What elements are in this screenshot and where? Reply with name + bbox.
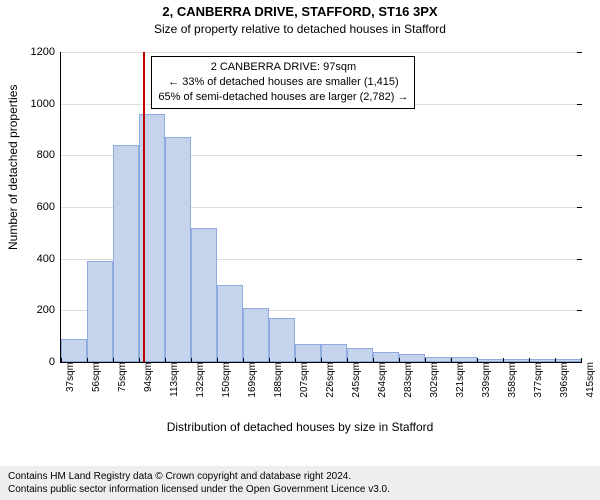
x-tick-label: 132sqm [193, 362, 206, 398]
y-tick-label: 0 [49, 356, 61, 368]
histogram-bar [191, 228, 216, 362]
histogram-bar [113, 145, 138, 362]
y-tick-label: 600 [37, 201, 61, 213]
footer: Contains HM Land Registry data © Crown c… [0, 466, 600, 500]
x-tick-label: 37sqm [63, 362, 76, 392]
histogram-bar [321, 344, 346, 362]
histogram-bar [165, 137, 190, 362]
x-tick-label: 283sqm [401, 362, 414, 398]
y-tick-label: 400 [37, 253, 61, 265]
histogram-bar [243, 308, 268, 362]
histogram-bar [217, 285, 242, 363]
annotation-line: 2 CANBERRA DRIVE: 97sqm [158, 60, 408, 75]
x-tick-label: 207sqm [297, 362, 310, 398]
y-tick-label: 800 [37, 149, 61, 161]
y-tick-label: 200 [37, 304, 61, 316]
x-tick-label: 56sqm [89, 362, 102, 392]
histogram-bar [399, 354, 424, 362]
histogram-bar [295, 344, 320, 362]
x-tick-label: 150sqm [219, 362, 232, 398]
x-tick-label: 113sqm [167, 362, 180, 397]
histogram-bar [61, 339, 86, 362]
x-tick-label: 226sqm [323, 362, 336, 398]
x-tick-label: 321sqm [453, 362, 466, 398]
histogram-bar [347, 348, 372, 362]
x-tick-label: 94sqm [141, 362, 154, 392]
annotation-line: ← 33% of detached houses are smaller (1,… [158, 75, 408, 90]
annotation-box: 2 CANBERRA DRIVE: 97sqm← 33% of detached… [151, 56, 415, 109]
x-tick-label: 188sqm [271, 362, 284, 398]
x-tick-label: 245sqm [349, 362, 362, 398]
annotation-line: 65% of semi-detached houses are larger (… [158, 90, 408, 105]
page-title: 2, CANBERRA DRIVE, STAFFORD, ST16 3PX [0, 4, 600, 19]
y-axis-label: Number of detached properties [6, 85, 20, 250]
page-subtitle: Size of property relative to detached ho… [0, 22, 600, 36]
histogram-bar [373, 352, 398, 362]
y-tick-label: 1000 [31, 98, 61, 110]
x-tick-label: 302sqm [427, 362, 440, 398]
footer-line-1: Contains HM Land Registry data © Crown c… [8, 470, 592, 483]
x-tick-label: 264sqm [375, 362, 388, 398]
histogram-bar [87, 261, 112, 362]
x-tick-label: 169sqm [245, 362, 258, 398]
reference-line [143, 52, 145, 362]
x-axis-label: Distribution of detached houses by size … [0, 420, 600, 434]
x-tick-label: 75sqm [115, 362, 128, 392]
footer-line-2: Contains public sector information licen… [8, 483, 592, 496]
histogram-bar [269, 318, 294, 362]
x-tick-label: 377sqm [531, 362, 544, 398]
chart-plot-area: 02004006008001000120037sqm56sqm75sqm94sq… [60, 52, 581, 363]
x-tick-label: 358sqm [505, 362, 518, 398]
y-tick-label: 1200 [31, 46, 61, 58]
x-tick-label: 396sqm [557, 362, 570, 398]
x-tick-label: 339sqm [479, 362, 492, 398]
x-tick-label: 415sqm [583, 362, 596, 398]
gridline [61, 52, 581, 53]
